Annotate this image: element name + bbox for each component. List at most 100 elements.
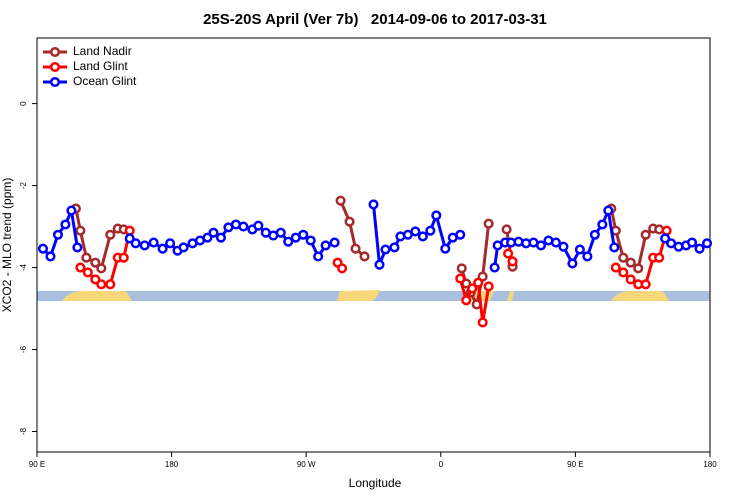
point	[350, 243, 361, 254]
point	[359, 251, 370, 262]
point	[139, 240, 150, 251]
point	[425, 225, 436, 236]
point	[609, 242, 620, 253]
x-tick-label: 180	[703, 460, 717, 469]
point	[335, 195, 346, 206]
point	[344, 216, 355, 227]
point	[374, 259, 385, 270]
point	[124, 233, 135, 244]
legend-marker	[49, 46, 61, 58]
point	[625, 257, 636, 268]
legend-label: Land Nadir	[73, 44, 132, 58]
legend-label: Land Glint	[73, 59, 128, 73]
point	[313, 251, 324, 262]
point	[253, 220, 264, 231]
point	[455, 273, 466, 284]
point	[625, 274, 636, 285]
point	[535, 240, 547, 251]
point	[118, 252, 129, 263]
point	[82, 267, 93, 278]
point	[320, 240, 331, 251]
point	[329, 237, 340, 248]
land-strip	[37, 290, 710, 301]
x-tick-label: 90 W	[297, 460, 316, 469]
point	[90, 257, 101, 268]
point	[81, 252, 92, 263]
point	[410, 226, 421, 237]
point	[503, 248, 514, 259]
point	[238, 221, 249, 232]
point	[456, 263, 467, 274]
point	[455, 229, 466, 240]
point	[380, 244, 391, 255]
point	[165, 238, 176, 249]
point	[105, 279, 116, 290]
point	[558, 241, 569, 252]
point	[283, 236, 294, 247]
point	[640, 229, 651, 240]
y-tick-label: -2	[19, 181, 28, 189]
point	[148, 237, 159, 248]
point	[337, 263, 348, 274]
x-tick-label: 90 E	[567, 460, 583, 469]
point	[75, 225, 86, 236]
point	[640, 279, 651, 290]
point	[633, 263, 644, 274]
point	[610, 262, 621, 273]
point	[618, 252, 629, 263]
point	[550, 237, 562, 248]
point	[431, 210, 442, 221]
point	[275, 227, 286, 238]
point	[215, 232, 227, 243]
point	[305, 235, 316, 246]
x-axis-label: Longitude	[349, 476, 402, 490]
y-tick-label: -6	[19, 345, 28, 353]
point	[45, 251, 56, 262]
point	[389, 242, 400, 253]
point	[298, 229, 309, 240]
point	[66, 205, 77, 216]
x-tick-label: 0	[439, 460, 444, 469]
point	[75, 262, 86, 273]
point	[473, 277, 484, 288]
point	[489, 262, 500, 273]
point	[597, 219, 608, 230]
point	[440, 243, 451, 254]
point	[654, 252, 665, 263]
point	[603, 205, 614, 216]
point	[72, 242, 83, 253]
point	[52, 229, 63, 240]
y-axis-label: XCO2 - MLO trend (ppm)	[0, 178, 14, 313]
point	[694, 243, 705, 254]
point	[618, 267, 629, 278]
y-tick-label: -8	[19, 427, 28, 435]
land-shape	[611, 290, 669, 301]
point	[96, 279, 107, 290]
y-tick-label: 0	[19, 101, 28, 106]
point	[417, 231, 428, 242]
point	[96, 263, 107, 274]
point	[461, 295, 472, 306]
point	[90, 274, 101, 285]
point	[105, 229, 116, 240]
land-shape	[507, 291, 514, 301]
legend-label: Ocean Glint	[73, 74, 137, 88]
point	[37, 243, 49, 254]
point	[660, 233, 671, 244]
point	[60, 219, 71, 230]
legend-marker	[49, 61, 61, 73]
point	[208, 227, 219, 238]
point	[157, 243, 168, 254]
point	[178, 242, 189, 253]
y-tick-label: -4	[19, 263, 28, 271]
point	[589, 229, 600, 240]
point	[582, 251, 593, 262]
point	[483, 218, 494, 229]
point	[202, 232, 213, 243]
chart-title: 25S-20S April (Ver 7b) 2014-09-06 to 201…	[203, 11, 547, 28]
x-tick-label: 180	[165, 460, 179, 469]
point	[467, 283, 478, 294]
legend-marker	[49, 76, 61, 88]
point	[661, 225, 672, 236]
